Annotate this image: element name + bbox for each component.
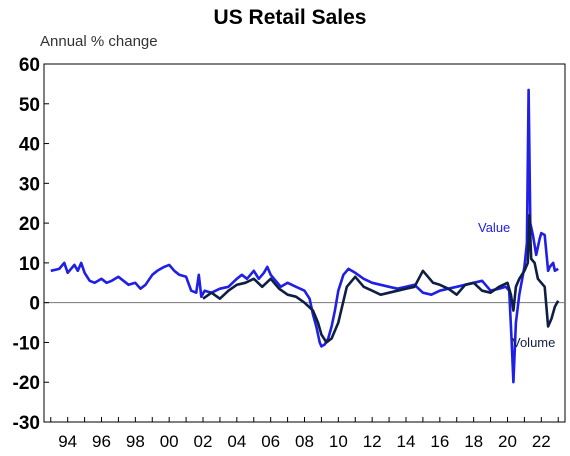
x-tick-label: 04 (227, 432, 246, 451)
x-tick-label: 96 (92, 432, 111, 451)
x-tick-label: 08 (295, 432, 314, 451)
series-lines (50, 88, 560, 384)
y-tick-label: -10 (13, 333, 40, 354)
x-tick-label: 00 (160, 432, 179, 451)
y-tick-label: -30 (13, 413, 40, 434)
x-tick-label: 94 (58, 432, 77, 451)
y-tick-label: 60 (19, 55, 40, 76)
x-tick-label: 10 (329, 432, 348, 451)
y-tick-label: 0 (29, 294, 40, 315)
x-tick-label: 06 (261, 432, 280, 451)
y-tick-label: 50 (19, 95, 40, 116)
series-line-volume (202, 213, 560, 344)
x-tick-label: 20 (498, 432, 517, 451)
x-tick-label: 98 (126, 432, 145, 451)
y-tick-label: 10 (19, 254, 40, 275)
y-tick-label: 40 (19, 135, 40, 156)
x-tick-label: 12 (363, 432, 382, 451)
y-axis: 60 50 40 30 20 10 0 -10 -20 -30 (13, 55, 49, 434)
x-tick-label: 18 (464, 432, 483, 451)
y-tick-label: 20 (19, 214, 40, 235)
chart-title: US Retail Sales (214, 6, 367, 29)
series-line-value (50, 88, 559, 384)
y-tick-label: -20 (13, 373, 40, 394)
y-tick-label: 30 (19, 174, 40, 195)
plot-area (43, 63, 566, 423)
x-tick-label: 02 (194, 432, 213, 451)
y-axis-unit-label: Annual % change (40, 33, 158, 50)
series-label-volume: Volume (512, 335, 555, 350)
x-tick-label: 16 (430, 432, 449, 451)
x-tick-label: 14 (397, 432, 416, 451)
x-axis: 94 96 98 00 02 04 06 08 10 12 14 16 18 20 22 (50, 417, 559, 451)
x-tick-label: 22 (532, 432, 551, 451)
series-label-value: Value (478, 220, 510, 235)
